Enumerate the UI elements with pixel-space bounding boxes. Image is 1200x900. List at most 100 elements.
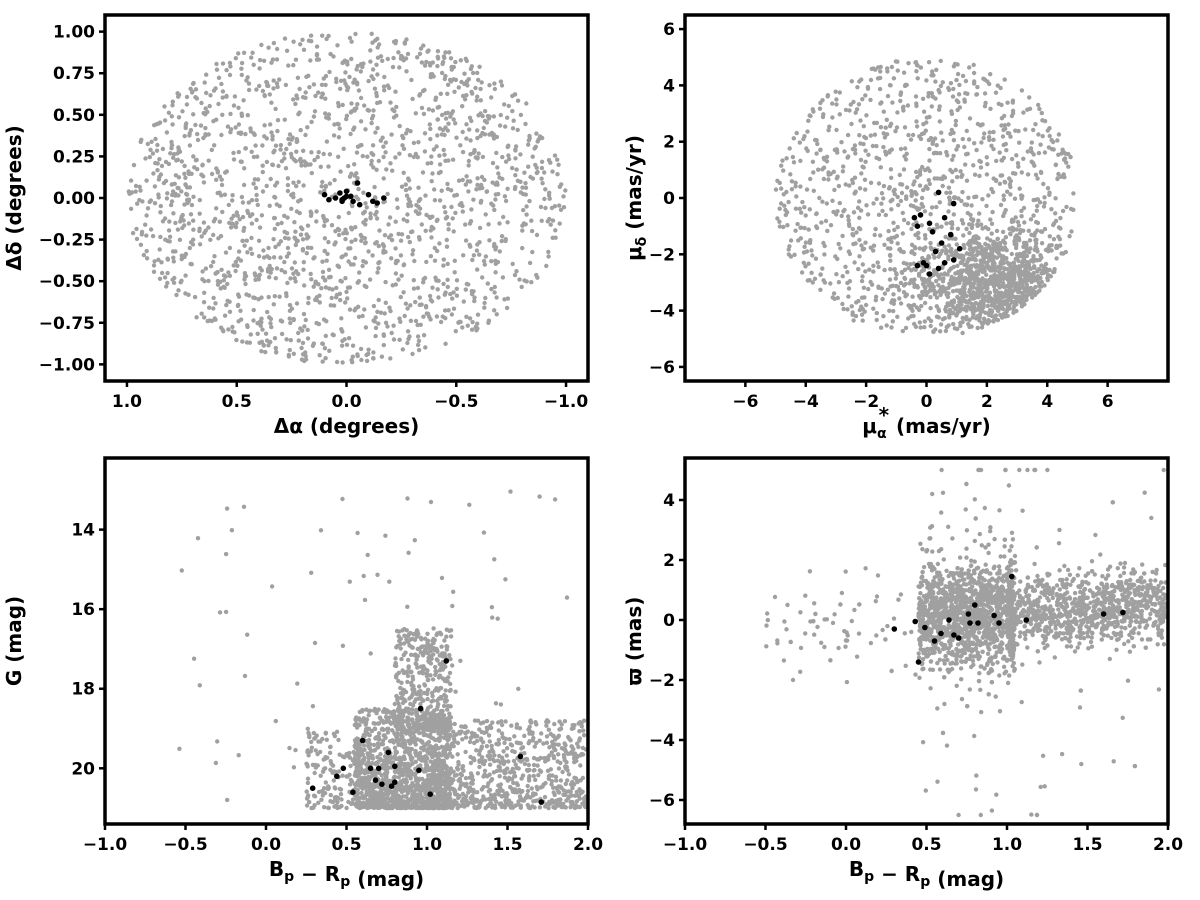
field-point <box>894 272 899 277</box>
field-point <box>892 227 897 233</box>
field-point <box>134 226 139 232</box>
field-point <box>934 204 939 210</box>
field-point <box>482 305 487 310</box>
field-point <box>923 245 928 250</box>
field-point <box>993 90 999 95</box>
field-point <box>1031 264 1037 269</box>
field-point <box>264 183 269 189</box>
field-point <box>463 287 468 292</box>
field-point <box>466 282 471 287</box>
member-point <box>917 212 924 218</box>
field-point <box>1028 217 1034 222</box>
field-point <box>446 308 451 313</box>
field-point <box>256 254 262 259</box>
field-point <box>378 310 384 315</box>
field-point <box>360 263 365 269</box>
field-point <box>997 241 1003 246</box>
field-point <box>396 231 401 237</box>
field-point <box>271 78 276 83</box>
field-point <box>984 272 989 277</box>
field-point <box>355 530 360 536</box>
field-point <box>346 336 352 341</box>
field-point <box>835 209 840 214</box>
field-point <box>804 146 809 151</box>
field-point <box>220 95 225 100</box>
field-point <box>303 132 308 138</box>
member-point <box>339 196 345 203</box>
field-point <box>298 232 304 237</box>
field-point <box>900 210 905 216</box>
field-point <box>1038 284 1044 289</box>
field-point <box>989 252 995 257</box>
field-point <box>341 231 346 236</box>
field-point <box>1066 164 1071 169</box>
field-point <box>214 117 219 122</box>
field-point <box>969 203 974 208</box>
field-point <box>1054 245 1059 250</box>
member-point <box>956 245 963 252</box>
field-point <box>535 275 540 280</box>
field-point <box>989 143 994 148</box>
field-point <box>286 251 291 256</box>
field-point <box>1000 229 1006 235</box>
field-point <box>204 90 209 96</box>
field-point <box>928 323 933 329</box>
field-point <box>254 192 259 198</box>
field-point <box>176 115 182 120</box>
field-point <box>308 209 313 214</box>
field-point <box>892 187 897 192</box>
field-point <box>880 208 885 214</box>
field-point <box>332 122 337 127</box>
member-point <box>941 260 948 266</box>
field-point <box>933 79 938 84</box>
field-point <box>199 311 204 316</box>
field-point <box>963 304 968 310</box>
field-point <box>1019 208 1024 214</box>
field-point <box>226 270 231 275</box>
field-point <box>523 222 528 227</box>
field-point <box>478 98 483 103</box>
field-point <box>781 168 786 173</box>
field-point <box>274 349 279 354</box>
field-point <box>859 304 864 309</box>
field-point <box>911 302 917 308</box>
field-point <box>291 97 296 102</box>
field-point <box>446 222 451 227</box>
field-point <box>301 183 306 188</box>
field-point <box>447 688 453 693</box>
field-point <box>363 325 369 330</box>
field-point <box>775 178 780 183</box>
field-point <box>913 190 918 195</box>
field-point <box>509 723 514 728</box>
field-point <box>830 101 835 106</box>
field-point <box>506 143 511 148</box>
field-point <box>141 252 147 258</box>
field-point <box>347 285 353 290</box>
field-point <box>445 82 451 88</box>
field-point <box>859 312 865 317</box>
field-point <box>879 286 884 291</box>
field-point <box>546 193 552 198</box>
field-point <box>461 299 466 304</box>
field-point <box>464 314 469 319</box>
field-point <box>477 764 482 770</box>
field-point <box>847 183 852 188</box>
field-point <box>397 123 402 129</box>
field-point <box>971 62 976 68</box>
field-point <box>846 218 851 223</box>
field-point <box>324 319 329 324</box>
field-point <box>307 734 312 740</box>
field-point <box>1031 213 1036 218</box>
field-point <box>340 102 345 108</box>
field-point <box>475 312 481 317</box>
field-point <box>160 219 166 224</box>
field-point <box>322 223 327 228</box>
field-point <box>294 183 299 189</box>
field-point <box>249 221 255 226</box>
field-point <box>220 61 226 66</box>
field-point <box>421 333 427 338</box>
field-point <box>842 149 847 154</box>
field-point <box>422 87 427 93</box>
field-point <box>191 218 196 223</box>
field-point <box>864 203 869 208</box>
